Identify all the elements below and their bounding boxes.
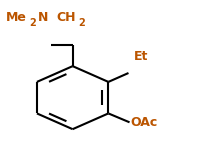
Text: CH: CH [57,11,76,24]
Text: 2: 2 [29,18,36,28]
Text: N: N [38,11,49,24]
Text: 2: 2 [78,18,85,28]
Text: Me: Me [6,11,27,24]
Text: OAc: OAc [131,116,158,129]
Text: Et: Et [134,50,148,63]
